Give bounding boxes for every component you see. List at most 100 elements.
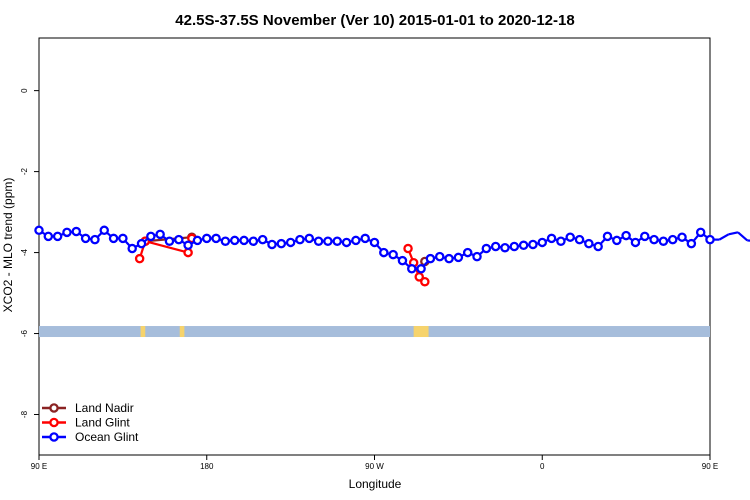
data-point bbox=[229, 235, 240, 246]
series-line-segment bbox=[144, 240, 189, 254]
data-point bbox=[313, 236, 324, 246]
data-point bbox=[528, 239, 538, 250]
y-tick-label: 0 bbox=[20, 88, 29, 93]
ocean-strip bbox=[39, 326, 710, 338]
data-point bbox=[136, 238, 147, 249]
data-point bbox=[388, 249, 398, 260]
y-tick-label: -8 bbox=[20, 410, 29, 418]
legend-label: Ocean Glint bbox=[75, 430, 139, 444]
data-point bbox=[285, 237, 296, 248]
data-point bbox=[420, 276, 430, 287]
data-point bbox=[677, 232, 687, 242]
x-tick-label: 90 E bbox=[702, 462, 718, 471]
data-point bbox=[43, 231, 54, 242]
series-line-segment bbox=[747, 239, 750, 242]
data-point bbox=[472, 251, 482, 262]
data-point bbox=[146, 231, 156, 242]
data-point bbox=[34, 225, 44, 236]
data-point bbox=[332, 236, 342, 246]
legend-marker bbox=[49, 432, 59, 442]
x-tick-label: 90 E bbox=[31, 462, 47, 471]
data-point bbox=[695, 227, 706, 238]
data-point bbox=[99, 225, 109, 236]
data-point bbox=[630, 237, 641, 248]
data-point bbox=[518, 240, 529, 251]
data-point bbox=[90, 234, 100, 245]
data-point bbox=[351, 235, 361, 246]
data-point bbox=[434, 251, 445, 262]
data-point bbox=[500, 242, 510, 253]
legend-marker bbox=[49, 417, 59, 428]
series-line-segment bbox=[728, 231, 739, 236]
legend-marker bbox=[49, 403, 59, 413]
data-point bbox=[108, 233, 119, 244]
data-point bbox=[686, 238, 697, 249]
data-point bbox=[164, 236, 175, 246]
data-point bbox=[71, 226, 82, 237]
land-segment bbox=[413, 326, 429, 338]
data-point bbox=[174, 234, 184, 245]
data-point bbox=[341, 237, 352, 248]
x-tick-label: 90 W bbox=[365, 462, 384, 471]
data-point bbox=[403, 243, 413, 254]
data-point bbox=[667, 234, 678, 245]
data-point bbox=[304, 233, 315, 244]
data-point bbox=[453, 252, 464, 263]
data-point bbox=[481, 243, 492, 254]
data-point bbox=[276, 238, 287, 249]
data-point bbox=[537, 237, 548, 248]
data-point bbox=[248, 236, 259, 246]
series-line-segment bbox=[718, 233, 730, 241]
x-axis: 90 E 180 90 W 0 90 E bbox=[31, 455, 718, 471]
data-point bbox=[201, 233, 212, 244]
plot-series bbox=[34, 225, 750, 287]
data-point bbox=[239, 235, 249, 246]
data-point bbox=[640, 231, 650, 242]
data-point bbox=[323, 236, 333, 246]
data-point bbox=[705, 234, 715, 245]
data-point bbox=[360, 233, 370, 244]
land-segment bbox=[179, 326, 185, 338]
data-point bbox=[379, 247, 389, 258]
data-point bbox=[444, 253, 454, 264]
data-point bbox=[295, 234, 305, 245]
data-point bbox=[556, 236, 566, 246]
y-tick-label: -2 bbox=[20, 168, 29, 176]
data-point bbox=[584, 238, 594, 249]
data-point bbox=[183, 240, 193, 251]
data-point bbox=[574, 234, 585, 245]
data-point bbox=[267, 239, 277, 250]
data-point bbox=[565, 232, 575, 242]
series-line-segment bbox=[737, 231, 748, 242]
chart-title: 42.5S-37.5S November (Ver 10) 2015-01-01… bbox=[175, 12, 574, 29]
x-tick-label: 0 bbox=[540, 462, 545, 471]
data-point bbox=[220, 236, 231, 246]
data-point bbox=[425, 253, 436, 264]
data-point bbox=[80, 233, 91, 244]
data-point bbox=[546, 233, 557, 244]
y-axis: 0 -2 -4 -6 -8 bbox=[20, 88, 39, 418]
data-point bbox=[397, 255, 408, 266]
data-point bbox=[52, 231, 63, 242]
data-point bbox=[593, 241, 603, 252]
data-point bbox=[414, 272, 424, 282]
data-point bbox=[192, 235, 203, 246]
data-point bbox=[369, 237, 380, 248]
data-point bbox=[509, 241, 520, 252]
legend-label: Land Glint bbox=[75, 416, 130, 430]
data-point bbox=[407, 264, 417, 274]
data-point bbox=[602, 231, 613, 242]
data-point bbox=[183, 247, 193, 258]
data-point bbox=[62, 227, 72, 238]
legend-label: Land Nadir bbox=[75, 401, 134, 415]
series-ocean-glint bbox=[34, 225, 750, 274]
data-point bbox=[257, 234, 268, 245]
data-point bbox=[462, 247, 473, 258]
y-axis-label: XCO2 - MLO trend (ppm) bbox=[1, 178, 15, 313]
data-point bbox=[134, 253, 145, 264]
data-point bbox=[621, 230, 631, 241]
data-point bbox=[155, 229, 165, 240]
data-point bbox=[649, 234, 659, 245]
